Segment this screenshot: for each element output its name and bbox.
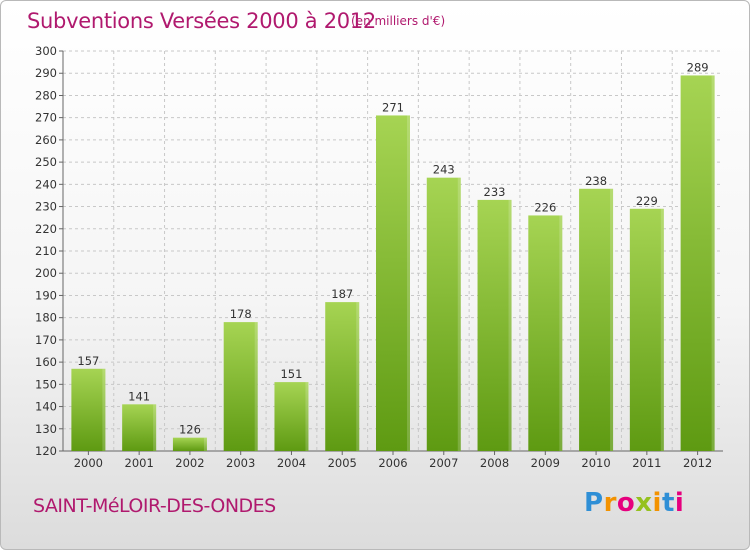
bar	[325, 302, 360, 451]
bar-highlight	[305, 382, 309, 451]
bar-value-label: 178	[230, 307, 252, 321]
bar-highlight	[711, 75, 715, 451]
bar	[629, 208, 664, 451]
bar-highlight	[356, 302, 360, 451]
x-tick-label: 2002	[175, 456, 204, 470]
bar-labels: 157 141 126 178 151 187 271 243 233 226 238 229 289	[77, 60, 708, 436]
y-tick-label: 230	[35, 200, 57, 214]
bar-highlight	[660, 208, 664, 451]
x-tick-label: 2010	[581, 456, 610, 470]
x-tick-label: 2006	[378, 456, 407, 470]
bar-highlight	[457, 177, 461, 451]
x-tick-label: 2000	[74, 456, 103, 470]
y-tick-label: 190	[35, 288, 57, 302]
bar-highlight	[559, 215, 563, 451]
bar-value-label: 289	[687, 60, 709, 74]
logo-letter: x	[635, 488, 653, 518]
bar	[122, 404, 157, 451]
bar	[376, 115, 410, 451]
logo-letter: t	[661, 488, 675, 518]
y-tick-label: 120	[35, 444, 57, 458]
bar	[579, 188, 614, 451]
x-tick-label: 2007	[429, 456, 458, 470]
x-tick-label: 2001	[125, 456, 154, 470]
bar-highlight	[203, 437, 207, 451]
bar	[426, 177, 461, 451]
logo-letter: o	[616, 488, 636, 518]
bar-highlight	[153, 404, 157, 451]
y-tick-label: 240	[35, 177, 57, 191]
chart-subtitle: (en milliers d'€)	[351, 14, 446, 28]
bar-value-label: 243	[433, 163, 455, 177]
bar-value-label: 233	[484, 185, 506, 199]
y-tick-label: 270	[35, 111, 57, 125]
x-tick-label: 2004	[277, 456, 306, 470]
bar-highlight	[610, 188, 614, 451]
axes: 120 130 140 150 160 170 180 190 200 210 220 230 240 2…	[35, 44, 723, 470]
bar	[71, 368, 106, 451]
bar	[680, 75, 715, 451]
proxiti-logo: Proxiti	[584, 488, 684, 518]
y-tick-label: 140	[35, 400, 57, 414]
y-tick-label: 300	[35, 44, 57, 58]
bar-highlight	[102, 368, 106, 451]
y-tick-label: 200	[35, 266, 57, 280]
bar	[223, 322, 258, 451]
y-tick-label: 290	[35, 66, 57, 80]
bar-value-label: 157	[77, 354, 99, 368]
bar-highlight	[254, 322, 258, 451]
bar-highlight	[508, 199, 512, 451]
bar-value-label: 238	[585, 174, 607, 188]
bar-value-label: 126	[179, 423, 201, 437]
bar-value-label: 141	[128, 389, 150, 403]
bar-value-label: 226	[534, 200, 556, 214]
logo-letter: i	[674, 488, 685, 518]
logo-letter: r	[603, 488, 617, 518]
y-tick-label: 280	[35, 88, 57, 102]
y-tick-label: 210	[35, 244, 57, 258]
bar-value-label: 187	[331, 287, 353, 301]
chart-title: Subventions Versées 2000 à 2012	[27, 9, 376, 33]
x-tick-label: 2012	[683, 456, 712, 470]
y-tick-label: 220	[35, 222, 57, 236]
x-tick-label: 2005	[328, 456, 357, 470]
y-tick-label: 170	[35, 333, 57, 347]
bar-value-label: 151	[280, 367, 302, 381]
logo-letter: i	[652, 488, 662, 518]
x-tick-label: 2011	[632, 456, 661, 470]
bar	[528, 215, 563, 451]
bar	[172, 437, 207, 451]
y-tick-label: 150	[35, 377, 57, 391]
bars	[71, 75, 715, 451]
bar-value-label: 229	[636, 194, 658, 208]
y-tick-label: 250	[35, 155, 57, 169]
bar	[477, 199, 512, 451]
y-tick-label: 130	[35, 422, 57, 436]
x-tick-label: 2008	[480, 456, 509, 470]
commune-name: SAINT-MéLOIR-DES-ONDES	[33, 495, 276, 517]
y-tick-label: 160	[35, 355, 57, 369]
y-tick-label: 180	[35, 311, 57, 325]
bar-highlight	[407, 115, 410, 451]
logo-letter: P	[584, 488, 604, 518]
y-tick-label: 260	[35, 133, 57, 147]
x-tick-label: 2003	[226, 456, 255, 470]
x-tick-label: 2009	[531, 456, 560, 470]
bar	[274, 382, 309, 451]
bar-value-label: 271	[382, 100, 404, 114]
